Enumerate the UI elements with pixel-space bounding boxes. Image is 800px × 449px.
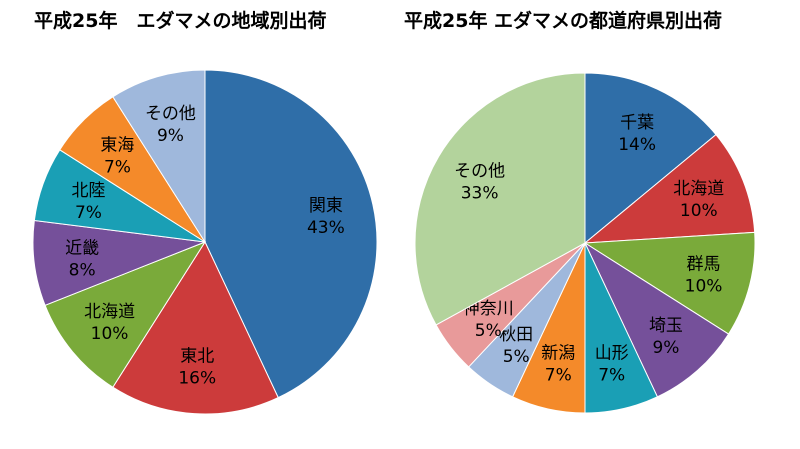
prefecture-slice-label-5: 新潟 <box>541 343 575 363</box>
prefecture-slice-0 <box>584 72 717 245</box>
chart-title-prefecture: 平成25年 エダマメの都道府県別出荷 <box>404 10 723 32</box>
prefecture-slice-pct-5: 7% <box>545 365 572 385</box>
prefecture-slice-pct-8: 33% <box>461 184 499 204</box>
regional-slice-2 <box>44 240 207 388</box>
regional-slice-0 <box>204 69 378 399</box>
prefecture-slice-label-3: 埼玉 <box>649 316 683 336</box>
prefecture-slice-pct-4: 7% <box>598 365 625 385</box>
regional-slice-pct-4: 7% <box>75 203 102 223</box>
pie-prefecture-svg: 千葉14%北海道10%群馬10%埼玉9%山形7%新潟7%秋田5%神奈川5%その他… <box>414 72 756 414</box>
prefecture-slice-pct-1: 10% <box>680 201 718 221</box>
regional-slice-pct-5: 7% <box>104 157 131 177</box>
prefecture-slice-label-2: 群馬 <box>687 254 721 274</box>
regional-slice-label-2: 北海道 <box>84 302 135 322</box>
prefecture-slice-label-8: その他 <box>454 162 505 182</box>
pie-chart-prefecture: 平成25年 エダマメの都道府県別出荷 千葉 14% 北海道 10% 群馬 10% 埼玉 9% 山… <box>400 0 800 449</box>
prefecture-slice-label-6: 秋田 <box>499 325 533 345</box>
regional-slice-label-0: 関東 <box>309 196 343 216</box>
regional-slice-pct-1: 16% <box>178 369 216 389</box>
regional-slice-label-6: その他 <box>145 104 196 124</box>
prefecture-slice-3 <box>583 241 730 398</box>
regional-slice-label-5: 東海 <box>100 135 134 155</box>
regional-slice-pct-2: 10% <box>91 324 129 344</box>
regional-slice-6 <box>112 69 206 244</box>
regional-slice-label-4: 北陸 <box>71 181 105 201</box>
regional-slice-1 <box>112 240 279 415</box>
prefecture-slice-pct-7: 5% <box>475 321 502 341</box>
prefecture-slice-8 <box>414 72 586 326</box>
prefecture-slice-pct-2: 10% <box>685 276 723 296</box>
prefecture-slice-pct-6: 5% <box>503 347 530 367</box>
regional-slice-pct-0: 43% <box>307 218 345 238</box>
regional-slice-pct-6: 9% <box>157 126 184 146</box>
prefecture-slice-label-1: 北海道 <box>673 179 724 199</box>
regional-slice-pct-3: 8% <box>69 261 96 281</box>
prefecture-slice-label-4: 山形 <box>595 343 629 363</box>
pie-chart-regional: 平成25年 エダマメの地域別出荷 関東 43% 東北 16% 北海道 10% 近畿 8% 北陸 7… <box>32 10 378 415</box>
regional-slice-label-3: 近畿 <box>65 239 99 259</box>
prefecture-slice-2 <box>583 231 756 335</box>
regional-slice-label-1: 東北 <box>180 347 214 367</box>
prefecture-slice-label-0: 千葉 <box>620 113 654 133</box>
prefecture-slice-pct-3: 9% <box>652 338 679 358</box>
prefecture-slice-1 <box>583 133 756 244</box>
chart-title-regional: 平成25年 エダマメの地域別出荷 <box>34 10 327 32</box>
prefecture-slice-label-7: 神奈川 <box>463 299 514 319</box>
prefecture-slice-pct-0: 14% <box>618 135 656 155</box>
